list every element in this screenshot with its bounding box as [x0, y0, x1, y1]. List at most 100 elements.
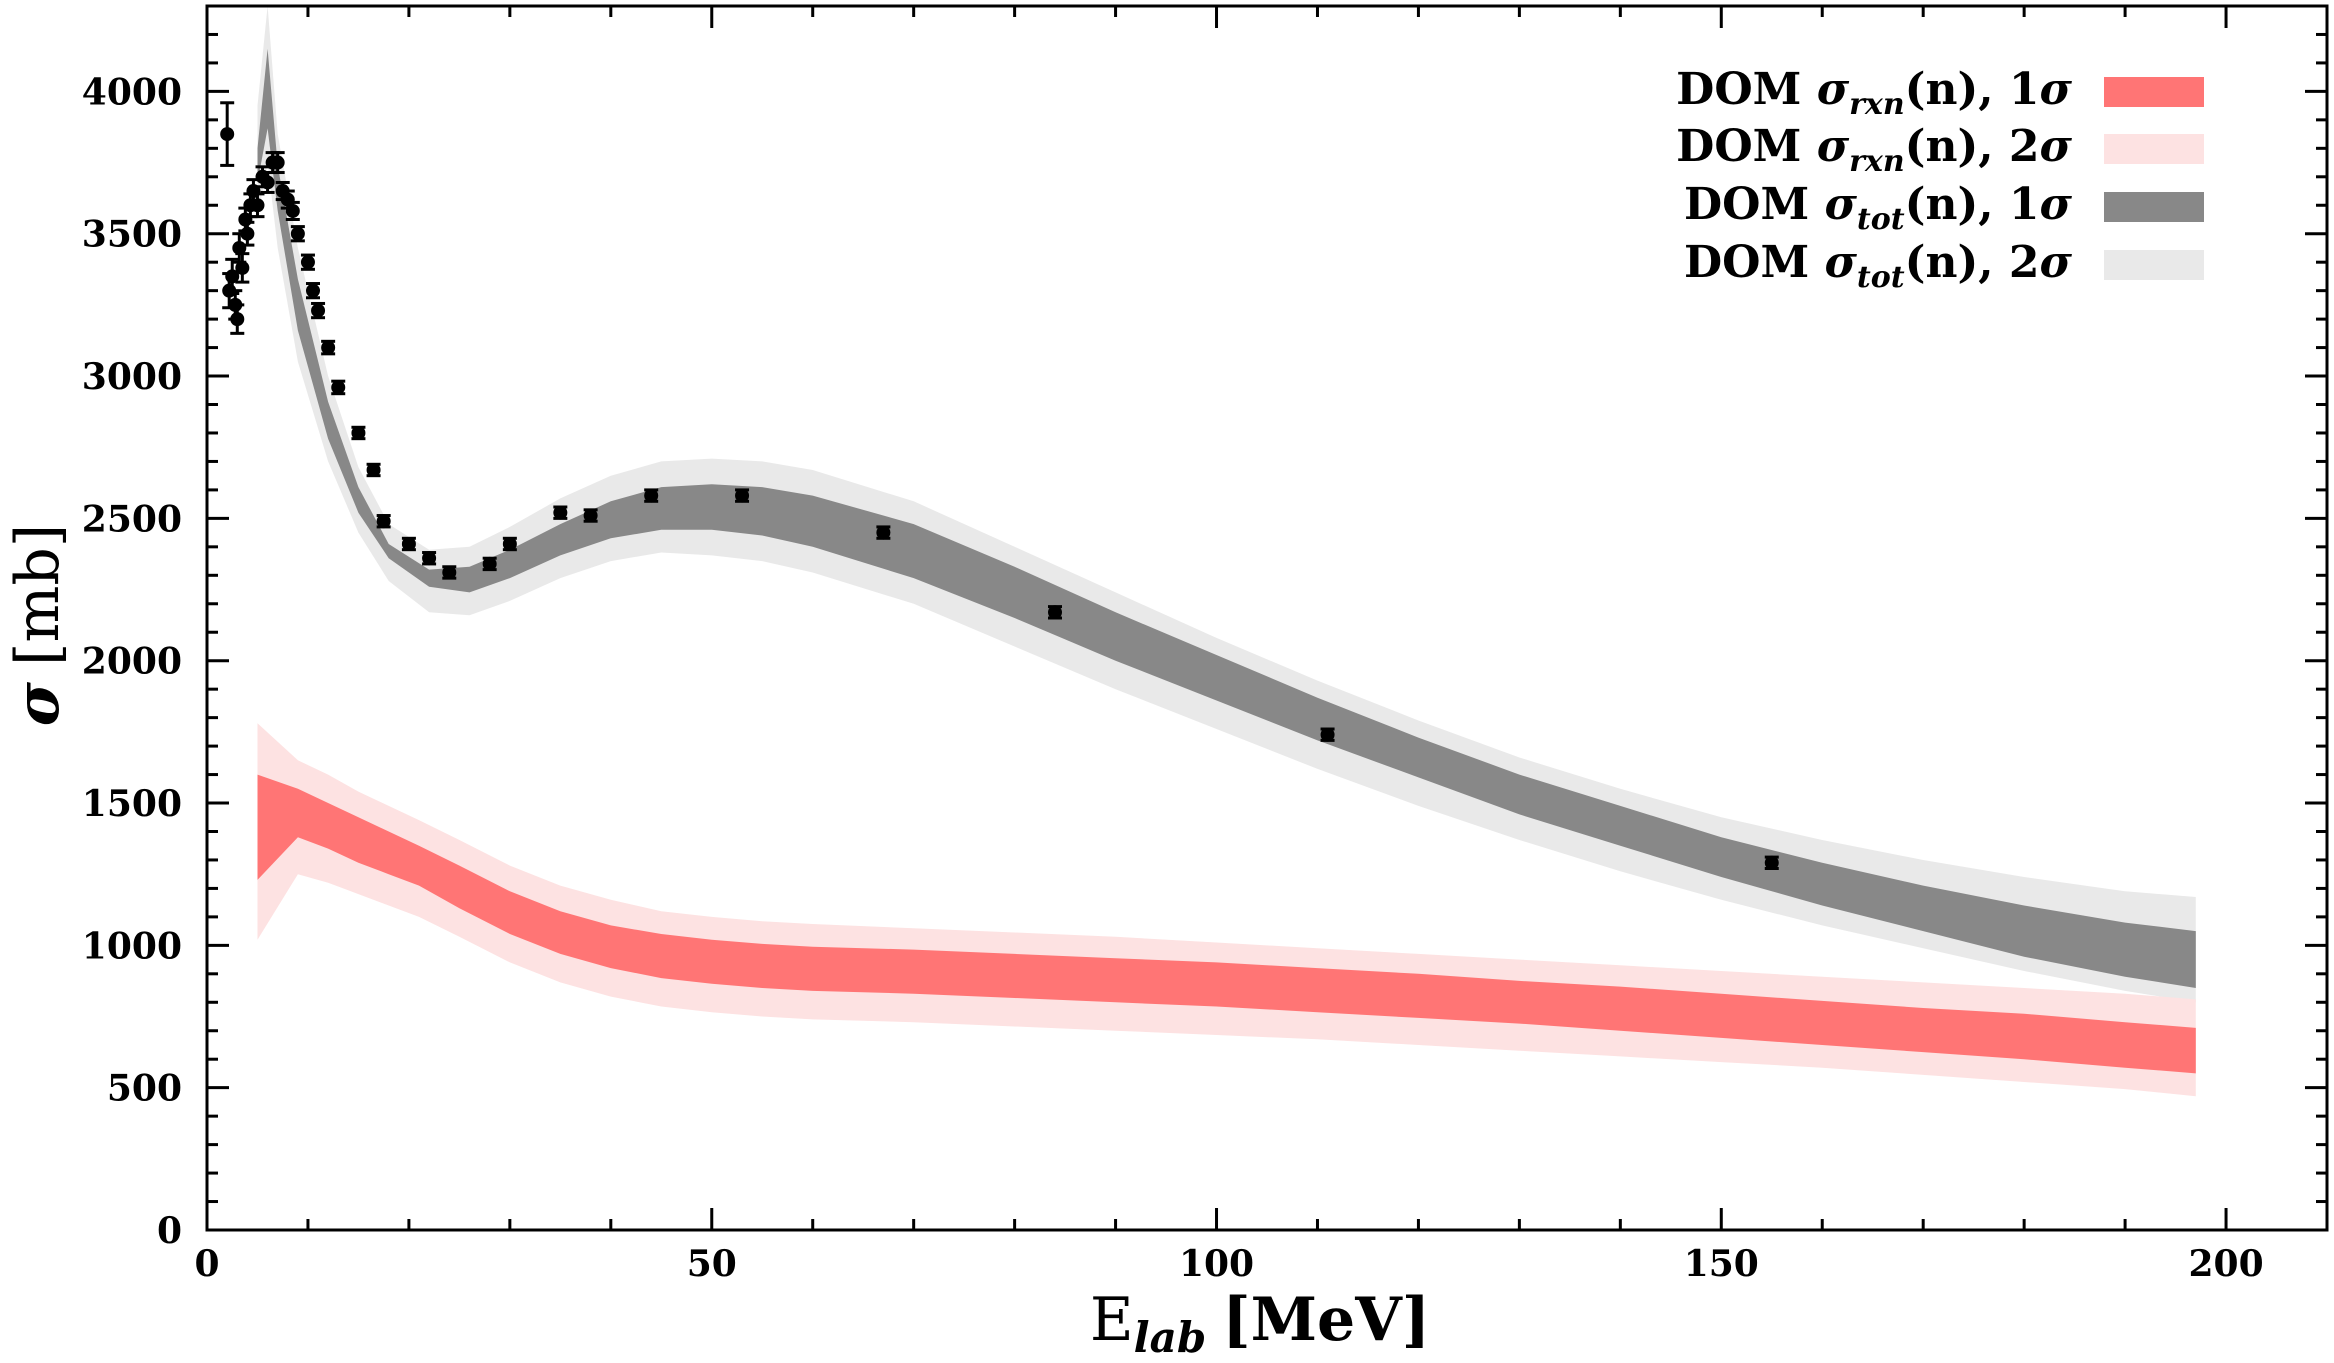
data-marker: [220, 127, 235, 142]
y-tick-label: 3000: [82, 356, 182, 398]
legend-swatch: [2104, 77, 2204, 107]
data-marker: [300, 255, 315, 270]
data-marker: [422, 551, 437, 566]
plot-frame: [205, 4, 2329, 1232]
x-tick-label: 0: [194, 1243, 219, 1285]
data-marker: [290, 226, 305, 241]
legend-swatch: [2104, 250, 2204, 280]
legend-swatch: [2104, 134, 2204, 164]
legend: DOM σrxn(n), 1σ DOM σrxn(n), 2σ DOM σtot…: [1676, 64, 2204, 295]
tick-labels: 0 50 100 150 2000500100015002000250030003500…: [82, 71, 2264, 1285]
data-point: [225, 257, 240, 295]
y-tick-label: 0: [157, 1210, 182, 1252]
legend-sigma: σ: [1824, 179, 1857, 230]
data-point: [876, 525, 891, 540]
y-axis-unit: [mb]: [3, 524, 73, 666]
band-rxn-1sigma: [257, 774, 2196, 1074]
data-marker: [285, 203, 300, 218]
data-point: [240, 220, 255, 247]
x-tick-label: 50: [687, 1243, 737, 1285]
legend-sub: tot: [1857, 260, 1905, 295]
legend-suffix: (n), 2: [1905, 121, 2040, 172]
data-marker: [321, 340, 336, 355]
data-marker: [230, 312, 245, 327]
legend-sigma-level: σ: [2040, 64, 2073, 115]
data-marker: [502, 536, 517, 551]
y-tick-label: 2500: [82, 498, 182, 540]
data-point: [1764, 855, 1779, 870]
x-tick-label: 200: [2188, 1243, 2263, 1285]
legend-suffix: (n), 1: [1905, 64, 2040, 115]
data-point: [442, 565, 457, 580]
x-axis-subscript: lab: [1134, 1313, 1207, 1362]
legend-sigma-level: σ: [2040, 179, 2073, 230]
legend-label: DOM σtot(n), 2σ: [1684, 237, 2073, 295]
data-marker: [311, 303, 326, 318]
data-point: [502, 536, 517, 552]
y-axis-symbol: σ: [3, 681, 73, 726]
legend-suffix: (n), 2: [1905, 237, 2040, 288]
data-point: [1048, 605, 1062, 620]
legend-prefix: DOM: [1684, 179, 1825, 230]
data-marker: [735, 488, 750, 503]
data-point: [306, 282, 320, 300]
x-axis-title: Elab [MeV]: [1090, 1285, 1430, 1362]
data-point: [735, 488, 750, 503]
data-point: [220, 101, 235, 167]
legend-sub: rxn: [1849, 144, 1905, 179]
x-axis-symbol: E: [1090, 1285, 1134, 1355]
data-point: [1320, 727, 1335, 742]
data-marker: [240, 226, 255, 241]
data-marker: [644, 488, 659, 503]
legend-sub: rxn: [1849, 87, 1905, 122]
legend-sigma-level: σ: [2040, 121, 2073, 172]
legend-label: DOM σtot(n), 1σ: [1684, 179, 2073, 237]
data-marker: [376, 514, 391, 529]
data-point: [482, 556, 497, 572]
data-marker: [583, 508, 598, 523]
y-tick-label: 1000: [82, 925, 182, 967]
uncertainty-bands: [257, 6, 2196, 1097]
y-axis-title: σ [mb]: [3, 524, 73, 726]
data-point: [321, 339, 336, 356]
data-marker: [235, 260, 250, 275]
data-point: [351, 425, 366, 441]
data-marker: [401, 536, 416, 551]
legend-entry: DOM σtot(n), 2σ: [1684, 237, 2204, 295]
legend-label: DOM σrxn(n), 1σ: [1676, 64, 2072, 122]
legend-suffix: (n), 1: [1905, 179, 2040, 230]
legend-prefix: DOM: [1676, 121, 1817, 172]
data-point: [583, 508, 598, 523]
data-point: [270, 151, 285, 175]
data-marker: [1320, 727, 1335, 742]
data-marker: [482, 556, 497, 571]
y-tick-label: 3500: [82, 214, 182, 256]
data-marker: [270, 155, 285, 170]
data-marker: [1048, 605, 1062, 620]
y-tick-label: 500: [107, 1068, 182, 1110]
data-point: [422, 551, 437, 566]
data-marker: [250, 198, 265, 213]
legend-sigma: σ: [1817, 64, 1850, 115]
band-tot-1sigma: [257, 48, 2196, 988]
legend-sub: tot: [1857, 202, 1905, 237]
legend-entry: DOM σtot(n), 1σ: [1684, 179, 2204, 237]
data-point: [230, 303, 245, 335]
data-point: [300, 253, 315, 271]
data-marker: [553, 505, 568, 520]
legend-sigma: σ: [1824, 237, 1857, 288]
data-point: [235, 252, 250, 284]
y-tick-label: 2000: [82, 641, 182, 683]
data-marker: [1764, 855, 1779, 870]
data-marker: [351, 425, 366, 440]
legend-entry: DOM σrxn(n), 2σ: [1676, 121, 2204, 179]
data-point: [644, 488, 659, 503]
data-marker: [306, 283, 320, 298]
data-point: [331, 379, 346, 396]
legend-prefix: DOM: [1684, 237, 1825, 288]
legend-entry: DOM σrxn(n), 1σ: [1676, 64, 2204, 122]
data-point: [285, 200, 300, 221]
data-marker: [260, 175, 275, 190]
data-marker: [366, 462, 381, 477]
